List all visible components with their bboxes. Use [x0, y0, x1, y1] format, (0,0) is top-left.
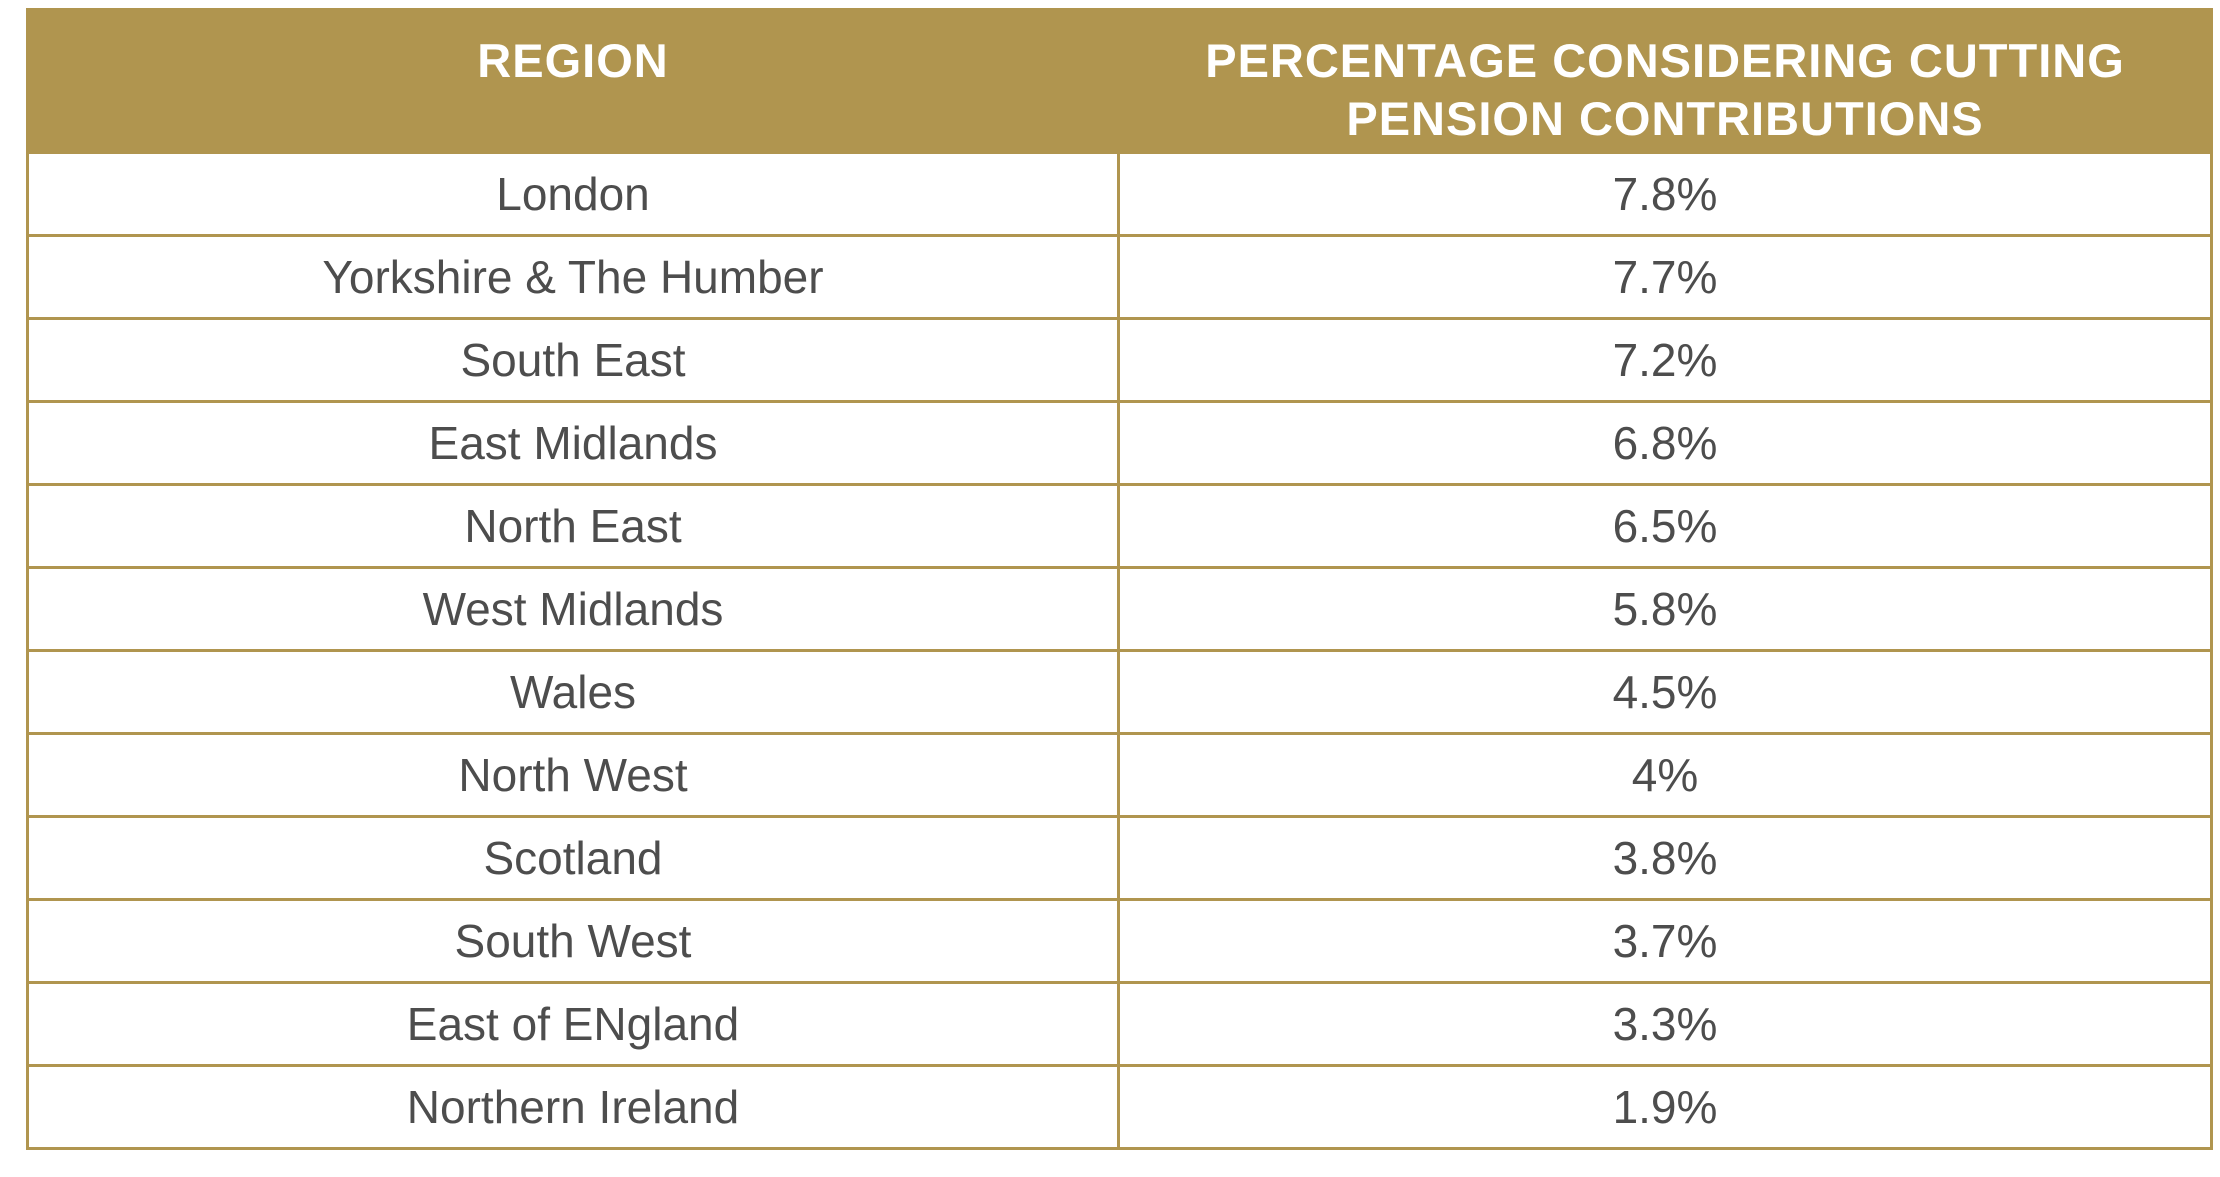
- table-row: Northern Ireland 1.9%: [26, 1065, 2213, 1150]
- percentage-cell: 4%: [1117, 733, 2213, 818]
- region-cell: North East: [26, 484, 1120, 569]
- table-row: North West 4%: [26, 733, 2213, 818]
- percentage-cell: 4.5%: [1117, 650, 2213, 735]
- percentage-cell: 3.7%: [1117, 899, 2213, 984]
- percentage-cell: 5.8%: [1117, 567, 2213, 652]
- region-cell: London: [26, 154, 1120, 237]
- table-row: Scotland 3.8%: [26, 816, 2213, 901]
- table-row: Wales 4.5%: [26, 650, 2213, 735]
- percentage-cell: 3.8%: [1117, 816, 2213, 901]
- table-header: REGION PERCENTAGE CONSIDERING CUTTING PE…: [26, 8, 2213, 154]
- region-cell: East Midlands: [26, 401, 1120, 486]
- region-cell: Wales: [26, 650, 1120, 735]
- table-row: West Midlands 5.8%: [26, 567, 2213, 652]
- percentage-cell: 3.3%: [1117, 982, 2213, 1067]
- table-row: North East 6.5%: [26, 484, 2213, 569]
- header-row: REGION PERCENTAGE CONSIDERING CUTTING PE…: [26, 8, 2213, 154]
- region-cell: North West: [26, 733, 1120, 818]
- table-row: South West 3.7%: [26, 899, 2213, 984]
- region-cell: East of ENgland: [26, 982, 1120, 1067]
- column-header-percentage-label: PERCENTAGE CONSIDERING CUTTING PENSION C…: [1205, 34, 2125, 145]
- table-row: East of ENgland 3.3%: [26, 982, 2213, 1067]
- table-body: London 7.8% Yorkshire & The Humber 7.7% …: [26, 154, 2213, 1150]
- region-cell: Scotland: [26, 816, 1120, 901]
- region-cell: West Midlands: [26, 567, 1120, 652]
- region-cell: Yorkshire & The Humber: [26, 235, 1120, 320]
- percentage-cell: 1.9%: [1117, 1065, 2213, 1150]
- column-header-region-label: REGION: [477, 34, 669, 87]
- table-row: East Midlands 6.8%: [26, 401, 2213, 486]
- table-row: Yorkshire & The Humber 7.7%: [26, 235, 2213, 320]
- region-cell: South East: [26, 318, 1120, 403]
- percentage-cell: 7.7%: [1117, 235, 2213, 320]
- percentage-cell: 7.2%: [1117, 318, 2213, 403]
- percentage-cell: 7.8%: [1117, 154, 2213, 237]
- region-cell: Northern Ireland: [26, 1065, 1120, 1150]
- column-header-percentage: PERCENTAGE CONSIDERING CUTTING PENSION C…: [1117, 8, 2213, 154]
- percentage-cell: 6.5%: [1117, 484, 2213, 569]
- table-row: London 7.8%: [26, 154, 2213, 237]
- table-row: South East 7.2%: [26, 318, 2213, 403]
- region-cell: South West: [26, 899, 1120, 984]
- data-table: REGION PERCENTAGE CONSIDERING CUTTING PE…: [26, 8, 2213, 1150]
- region-pension-table: REGION PERCENTAGE CONSIDERING CUTTING PE…: [26, 8, 2213, 1150]
- percentage-cell: 6.8%: [1117, 401, 2213, 486]
- column-header-region: REGION: [26, 8, 1120, 154]
